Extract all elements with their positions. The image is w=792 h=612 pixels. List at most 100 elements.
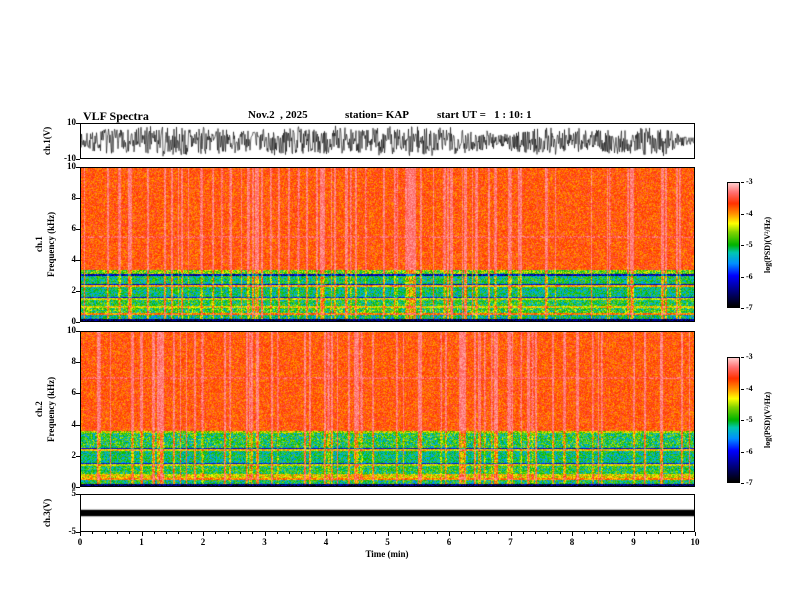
x-tick-mark — [264, 532, 266, 536]
x-minor-tick-mark — [190, 532, 192, 534]
x-minor-tick-mark — [535, 532, 537, 534]
x-tick-mark — [80, 532, 81, 536]
x-minor-tick-mark — [166, 532, 168, 534]
x-tick-mark — [695, 532, 696, 536]
x-minor-tick-mark — [215, 532, 217, 534]
colorbar-tick-mark — [741, 388, 744, 390]
y-tick-label: 10 — [67, 325, 76, 335]
x-minor-tick-mark — [596, 532, 598, 534]
x-axis-title: Time (min) — [365, 549, 409, 559]
colorbar-tick-label: -6 — [746, 271, 753, 281]
y-tick-label: 2 — [71, 285, 77, 295]
x-minor-tick-mark — [547, 532, 549, 534]
colorbar-tick-label: -7 — [746, 478, 753, 487]
y-tick-label: 0 — [71, 481, 77, 491]
x-minor-tick-mark — [338, 532, 340, 534]
x-minor-tick-mark — [104, 532, 106, 534]
x-minor-tick-mark — [682, 532, 684, 534]
y-tick-mark — [76, 331, 80, 332]
y-tick-mark — [76, 393, 80, 395]
x-minor-tick-mark — [584, 532, 586, 534]
y-tick-mark — [76, 159, 80, 160]
y-tick-label: 10 — [67, 117, 76, 127]
x-tick-label: 3 — [262, 537, 267, 547]
colorbar-tick-mark — [741, 308, 744, 309]
y-tick-mark — [76, 123, 80, 124]
colorbar-ch2-label: log(PSD)(V²/Hz) — [763, 391, 772, 449]
ch1-spectrogram-canvas — [81, 168, 694, 321]
ch3-waveform-canvas — [81, 495, 694, 531]
y-tick-label: 6 — [71, 223, 77, 233]
x-tick-label: 1 — [139, 537, 144, 547]
colorbar-ch1 — [727, 182, 740, 308]
y-tick-mark — [76, 487, 80, 488]
y-tick-mark — [76, 494, 80, 495]
y-tick-mark — [76, 424, 80, 426]
y-tick-label: 0 — [71, 316, 77, 326]
y-tick-label: 8 — [71, 356, 77, 367]
figure-title: VLF Spectra — [83, 109, 149, 123]
x-minor-tick-mark — [399, 532, 401, 534]
colorbar-tick-label: -3 — [746, 352, 753, 361]
ch2-spectrogram-ylabel: Frequency (kHz) — [46, 376, 56, 442]
x-tick-mark — [572, 532, 573, 536]
y-tick-mark — [76, 291, 80, 292]
y-tick-label: -10 — [64, 153, 76, 163]
x-minor-tick-mark — [350, 532, 352, 534]
x-minor-tick-mark — [92, 532, 94, 534]
x-tick-mark — [141, 532, 143, 536]
colorbar-tick-label: -6 — [746, 446, 753, 456]
y-tick-label: 6 — [71, 387, 77, 398]
x-minor-tick-mark — [289, 532, 291, 534]
x-minor-tick-mark — [485, 532, 487, 534]
ch2-spectrogram-panel — [80, 331, 695, 487]
x-tick-mark — [387, 532, 389, 536]
colorbar-ch1-gradient — [728, 183, 739, 307]
colorbar-ch2 — [727, 357, 740, 483]
x-minor-tick-mark — [461, 532, 463, 534]
x-minor-tick-mark — [301, 532, 303, 534]
header-start-ut: start UT = 1 : 10: 1 — [437, 109, 532, 121]
ch3-waveform-ylabel: ch.3(V) — [42, 498, 52, 528]
x-minor-tick-mark — [252, 532, 254, 534]
colorbar-tick-label: -7 — [746, 303, 753, 312]
x-tick-mark — [510, 532, 512, 536]
y-tick-mark — [76, 167, 80, 168]
x-tick-label: 4 — [323, 537, 329, 547]
x-tick-label: 9 — [631, 537, 636, 547]
ch1-waveform-ylabel: ch.1(V) — [42, 126, 52, 156]
x-minor-tick-mark — [153, 532, 155, 534]
x-minor-tick-mark — [559, 532, 561, 534]
x-minor-tick-mark — [276, 532, 278, 534]
x-minor-tick-mark — [658, 532, 660, 534]
x-minor-tick-mark — [313, 532, 315, 534]
ch3-waveform-panel — [80, 494, 695, 532]
x-minor-tick-mark — [375, 532, 377, 534]
x-tick-mark — [203, 532, 204, 536]
x-minor-tick-mark — [116, 532, 118, 534]
y-tick-label: 4 — [71, 418, 77, 429]
y-tick-mark — [76, 455, 80, 457]
x-minor-tick-mark — [227, 532, 229, 534]
header-station: station= KAP — [345, 109, 410, 121]
ch2-spectrogram-channel-label: ch.2 — [34, 401, 44, 417]
colorbar-tick-mark — [741, 483, 744, 484]
x-minor-tick-mark — [522, 532, 524, 534]
x-minor-tick-mark — [436, 532, 438, 534]
x-tick-label: 6 — [446, 537, 452, 547]
colorbar-ch2-gradient — [728, 358, 739, 482]
colorbar-tick-mark — [741, 357, 744, 358]
x-minor-tick-mark — [608, 532, 610, 534]
x-minor-tick-mark — [362, 532, 364, 534]
ch1-waveform-panel — [80, 123, 695, 159]
y-tick-mark — [76, 532, 80, 533]
ch2-spectrogram-canvas — [81, 332, 694, 486]
x-minor-tick-mark — [498, 532, 500, 534]
ch1-waveform-canvas — [81, 124, 694, 158]
x-tick-label: 10 — [690, 537, 700, 547]
y-tick-mark — [76, 260, 80, 261]
y-tick-label: 10 — [67, 161, 76, 171]
colorbar-tick-mark — [741, 420, 744, 421]
y-tick-label: 2 — [71, 449, 77, 460]
y-tick-mark — [76, 322, 80, 323]
